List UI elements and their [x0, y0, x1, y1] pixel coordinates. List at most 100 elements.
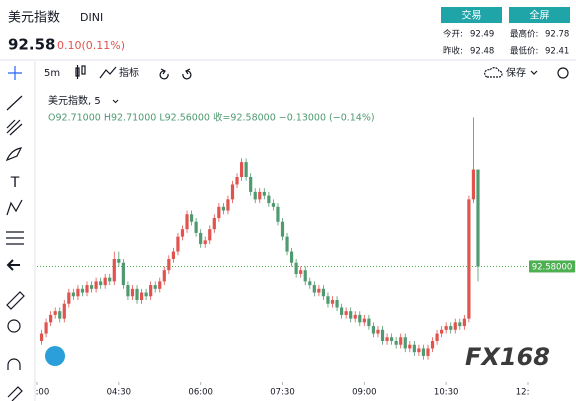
candle-body: [199, 232, 203, 245]
candle-body: [85, 285, 89, 293]
candle-body: [135, 288, 139, 300]
left-toolbar: T: [0, 61, 65, 401]
x-tick-label: 03:00: [25, 388, 50, 398]
candle-body: [194, 221, 198, 233]
candle-body: [403, 337, 407, 349]
candle-body: [440, 329, 444, 334]
zoom-tool[interactable]: [7, 319, 21, 333]
candle-body: [367, 318, 371, 327]
price: 92.58: [8, 36, 55, 54]
candle-body: [130, 288, 135, 297]
change: 0.10(0.11%): [57, 39, 125, 52]
candle-body: [280, 221, 285, 237]
left-toolbar-bg: [0, 61, 35, 401]
save[interactable]: 保存: [506, 66, 526, 79]
candle-body: [408, 344, 412, 349]
trade-button-label[interactable]: 交易: [462, 9, 482, 22]
candle-body: [376, 329, 380, 334]
candle-body: [426, 348, 430, 356]
price-label-bg: [529, 260, 575, 273]
candle-body: [39, 333, 44, 341]
x-axis: 03:00 04:30 06:00 07:30 09:00 10:30 12:00: [25, 388, 541, 398]
indicators[interactable]: 指标: [119, 66, 139, 79]
settings[interactable]: [557, 67, 569, 79]
candle-body: [230, 184, 235, 200]
candle-body: [435, 333, 439, 341]
candle-body: [180, 229, 185, 237]
crosshair-tool[interactable]: [8, 66, 22, 80]
stat-value: 92.41: [545, 47, 569, 57]
candle-body: [176, 236, 180, 252]
x-tick-label: 04:30: [107, 388, 132, 398]
candle-body: [294, 262, 298, 274]
candle-body: [221, 206, 225, 211]
candle-body: [126, 285, 130, 297]
candle-body: [394, 341, 398, 345]
candle-body: [139, 292, 144, 300]
candle-body: [80, 288, 85, 293]
interval[interactable]: 5m: [44, 68, 60, 79]
candle-body: [380, 329, 385, 341]
logo-badge[interactable]: [45, 346, 65, 366]
candle-body: [444, 326, 448, 330]
fullscreen-button-label[interactable]: 全屏: [530, 9, 550, 22]
candle-body: [285, 236, 289, 252]
fullscreen-button[interactable]: [509, 7, 570, 23]
candle-icon[interactable]: [75, 65, 86, 79]
stat-value: 92.78: [545, 30, 569, 40]
candle-body: [158, 281, 162, 289]
x-tick-label: 06:00: [188, 388, 213, 398]
candle-body: [349, 311, 353, 319]
candle-body: [235, 177, 239, 185]
pattern-tool[interactable]: [6, 199, 23, 216]
candle-body: [76, 288, 80, 297]
candle-body: [239, 162, 244, 177]
candle-body: [358, 314, 362, 323]
pencil-tool[interactable]: [7, 386, 23, 401]
x-tick-label: 12:00: [516, 388, 541, 398]
undo[interactable]: [159, 68, 169, 80]
candle-body: [417, 348, 421, 353]
redo[interactable]: [182, 68, 192, 80]
candle-body: [308, 281, 312, 286]
fib-tool[interactable]: [6, 119, 23, 136]
stat-value: 92.48: [470, 47, 494, 57]
candle-body: [185, 214, 189, 230]
magnet-tool[interactable]: [7, 358, 21, 370]
stat-value: 92.49: [470, 30, 494, 40]
back-tool[interactable]: [6, 259, 20, 271]
candle-body: [53, 311, 57, 315]
cloud-icon[interactable]: [484, 67, 503, 78]
candle-body: [462, 318, 466, 327]
stat-label: 最高价:: [510, 29, 538, 40]
symbol-code: DINI: [80, 11, 103, 24]
candle-body: [208, 229, 212, 241]
header: 美元指数 DINI 92.58 0.10(0.11%) 交易 全屏 今开: 92…: [8, 7, 570, 57]
plot: 03:00 04:30 06:00 07:30 09:00 10:30 12:00 92.58…: [25, 94, 575, 398]
candle-body: [362, 318, 366, 323]
save-menu[interactable]: [530, 70, 538, 75]
candle-body: [476, 169, 480, 267]
candle-body: [312, 285, 316, 293]
candle-body: [144, 292, 148, 297]
trade-button[interactable]: [441, 7, 502, 23]
candle-body: [267, 195, 271, 204]
toolbar: 5m 指标 保存: [44, 65, 569, 80]
indicator-icon[interactable]: [99, 66, 117, 79]
candle-body: [153, 285, 157, 289]
line-tool[interactable]: [6, 95, 23, 111]
ruler-tool[interactable]: [6, 291, 25, 310]
candle-body: [453, 322, 457, 330]
candle-body: [89, 285, 94, 289]
brush-tool[interactable]: [5, 147, 23, 162]
candle-body: [385, 337, 389, 341]
text-tool[interactable]: T: [10, 175, 20, 191]
candle-body: [71, 292, 75, 297]
candle-body: [289, 251, 294, 263]
candle-body: [217, 206, 221, 218]
candle-body: [471, 169, 476, 200]
prediction-tool[interactable]: [6, 231, 24, 245]
candle-body: [262, 191, 266, 196]
watermark: FX168: [465, 343, 550, 371]
candle-body: [49, 314, 53, 323]
